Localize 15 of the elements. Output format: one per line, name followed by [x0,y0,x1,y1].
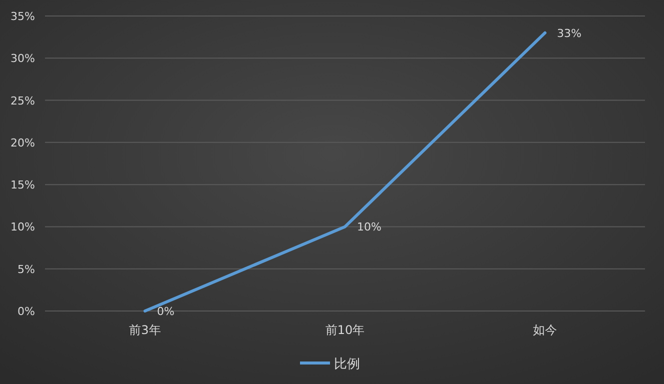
y-tick-label: 30% [10,52,35,66]
data-label: 0% [157,305,174,318]
x-tick-label: 前3年 [129,323,161,337]
y-tick-label: 35% [10,10,35,23]
y-tick-label: 15% [10,178,35,192]
y-tick-label: 20% [10,136,35,150]
data-label: 33% [557,26,582,40]
legend-label: 比例 [334,357,360,372]
x-tick-label: 前10年 [325,323,365,337]
x-tick-label: 如今 [533,323,557,337]
data-label: 10% [357,220,382,234]
y-tick-label: 10% [10,220,35,234]
y-tick-label: 0% [18,305,35,318]
y-tick-label: 5% [18,262,35,276]
y-tick-label: 25% [10,94,35,108]
